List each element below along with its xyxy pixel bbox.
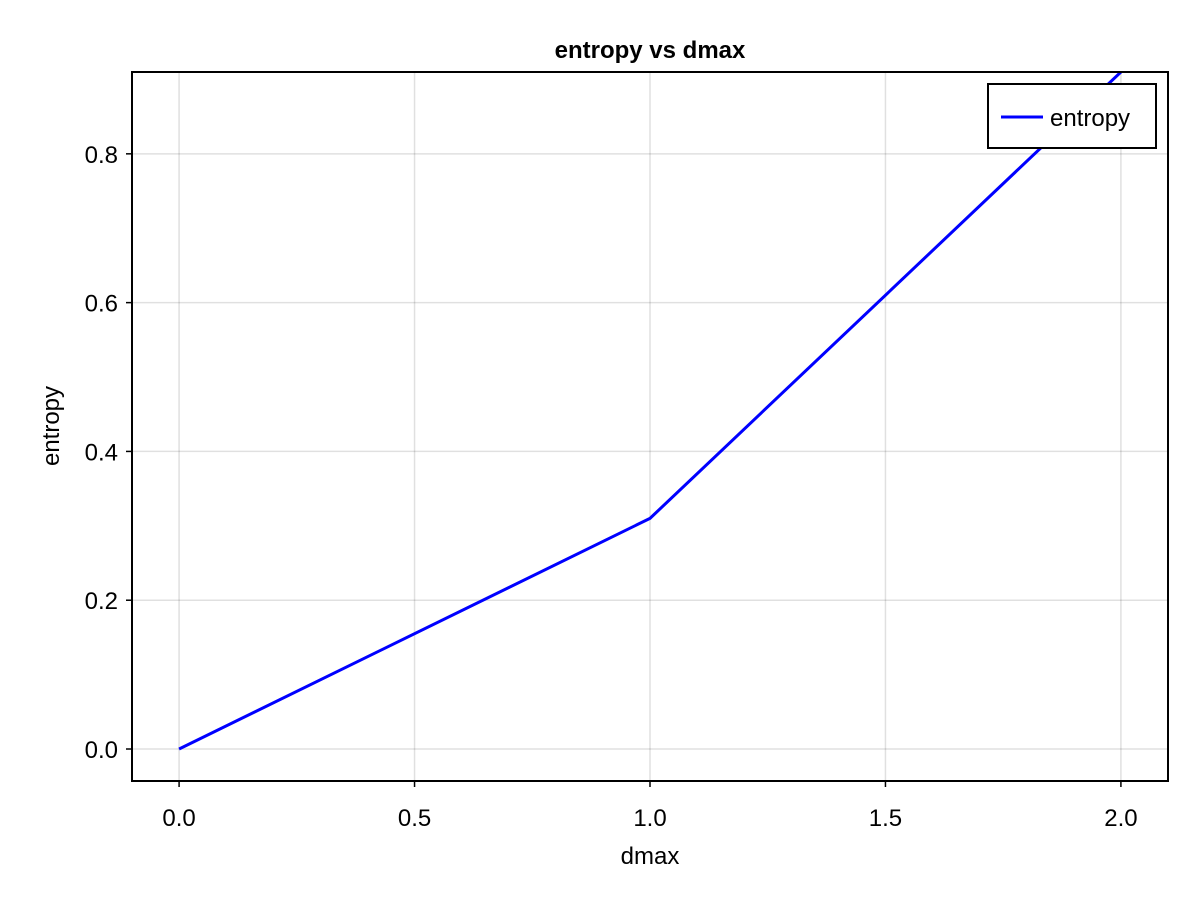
legend: entropy — [987, 83, 1157, 149]
y-tick-label: 0.2 — [85, 588, 118, 615]
x-tick-label: 0.0 — [162, 805, 195, 832]
y-tick-label: 0.0 — [85, 737, 118, 764]
y-tick-label: 0.6 — [85, 291, 118, 318]
y-axis: 0.0 0.2 0.4 0.6 0.8 — [85, 142, 132, 764]
x-axis-label: dmax — [621, 843, 680, 870]
grid — [132, 72, 1168, 781]
chart-title: entropy vs dmax — [555, 37, 746, 64]
x-tick-label: 1.5 — [869, 805, 902, 832]
y-tick-label: 0.4 — [85, 439, 118, 466]
x-axis: 0.0 0.5 1.0 1.5 2.0 — [162, 781, 1138, 832]
y-axis-label: entropy — [38, 386, 65, 466]
x-tick-label: 0.5 — [398, 805, 431, 832]
x-tick-label: 1.0 — [633, 805, 666, 832]
y-tick-label: 0.8 — [85, 142, 118, 169]
x-tick-label: 2.0 — [1104, 805, 1137, 832]
legend-label-entropy: entropy — [1050, 105, 1130, 132]
